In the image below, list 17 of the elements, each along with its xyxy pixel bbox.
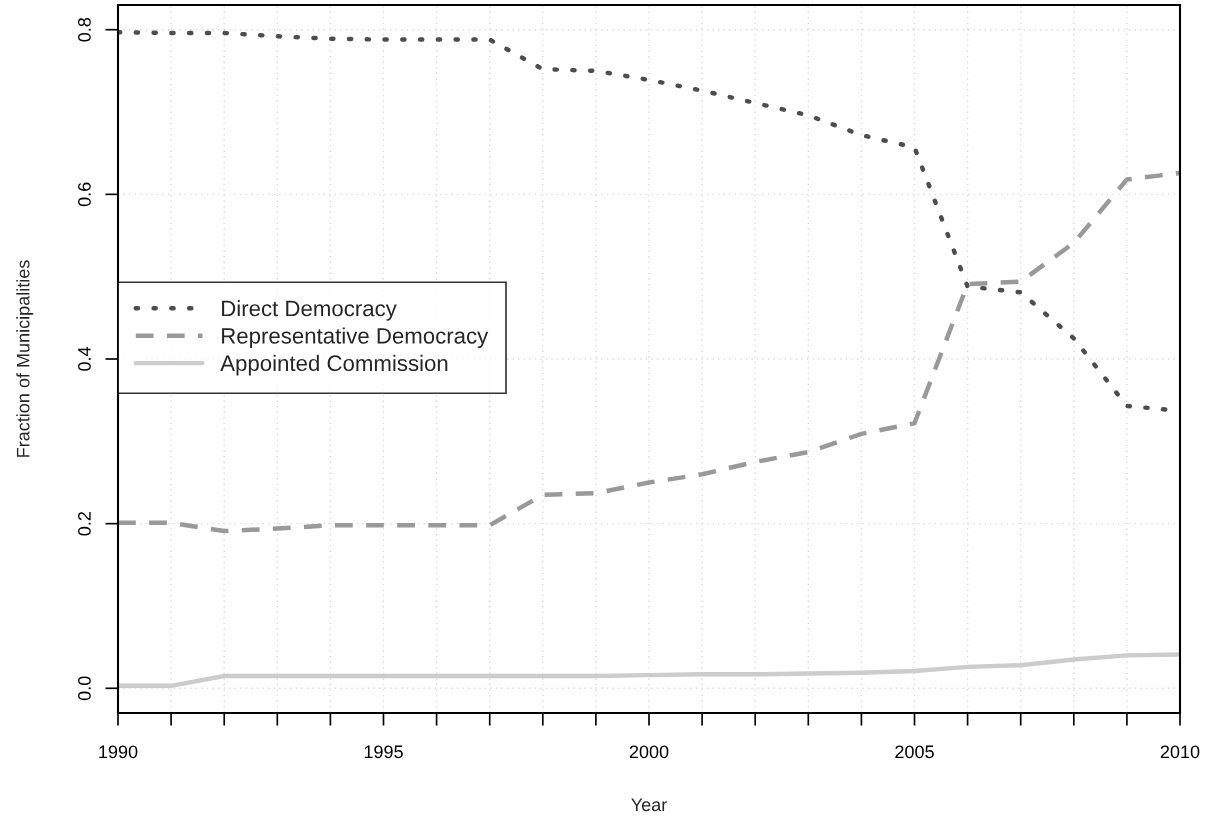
line-series — [118, 652, 1180, 689]
x-tick-label: 1990 — [99, 745, 138, 759]
y-tick-label: 0.2 — [78, 512, 91, 536]
line-series — [118, 170, 1180, 534]
y-tick-label: 0.4 — [78, 346, 91, 371]
y-tick-label: 0.6 — [78, 182, 91, 207]
y-tick-label: 0.0 — [78, 676, 91, 701]
x-tick-label: 1995 — [364, 745, 403, 759]
legend-label: Appointed Commission — [220, 354, 448, 376]
x-tick-label: 2005 — [895, 745, 934, 759]
legend-label: Direct Democracy — [222, 300, 397, 321]
x-axis-title: Year — [631, 798, 667, 812]
x-tick-label: 2000 — [629, 745, 669, 759]
y-axis-title: Fraction of Municipalities — [16, 260, 34, 457]
x-tick-label: 2010 — [1160, 745, 1200, 759]
y-tick-label: 0.8 — [78, 17, 91, 42]
legend-label: Representative Democracy — [222, 327, 489, 349]
